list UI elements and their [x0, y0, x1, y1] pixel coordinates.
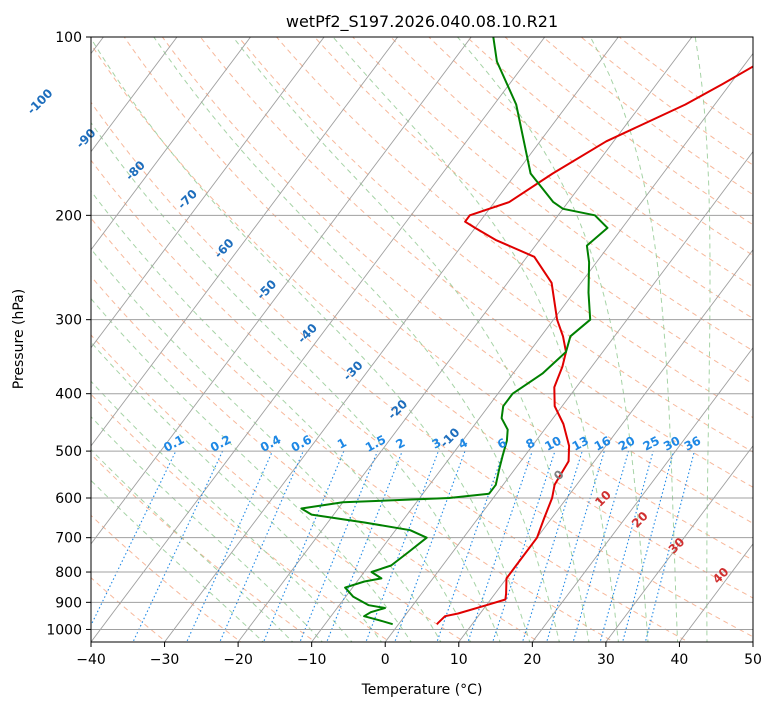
isotherm [605, 445, 753, 642]
mixing-ratio-line [262, 450, 345, 642]
mixing-ratio-line [492, 450, 556, 642]
x-tick-label: 20 [523, 652, 541, 668]
mixing-ratio-line [326, 450, 403, 642]
isotherm [91, 37, 472, 545]
y-tick-label: 200 [55, 208, 82, 224]
mixing-ratio-label: 25 [641, 433, 662, 453]
x-tick-label: 30 [597, 652, 615, 668]
mixing-ratio-label: 10 [542, 433, 563, 453]
dry-adiabat [91, 217, 615, 642]
dry-adiabat [161, 37, 753, 524]
isotherm [384, 150, 753, 642]
y-tick-label: 1000 [46, 622, 82, 638]
mixing-ratio-label: 16 [592, 433, 613, 453]
moist-adiabat [457, 37, 649, 642]
y-axis-title: Pressure (hPa) [11, 289, 27, 389]
dry-adiabat [91, 43, 753, 599]
dry-adiabat [91, 275, 541, 642]
mixing-ratio-line [599, 450, 654, 642]
dry-adiabat [618, 37, 753, 137]
x-tick-label: 0 [381, 652, 390, 668]
isotherm [311, 52, 753, 642]
y-tick-label: 600 [55, 491, 82, 507]
y-tick-label: 500 [55, 444, 82, 460]
dry-adiabat [91, 159, 690, 642]
dry-adiabat [123, 37, 753, 561]
y-tick-label: 100 [55, 30, 82, 46]
temperature-line [436, 65, 753, 625]
plot-frame [90, 36, 754, 643]
x-tick-label: 40 [671, 652, 689, 668]
dry-adiabat [91, 393, 391, 642]
isotherm [91, 37, 546, 642]
mixing-ratio-line [546, 450, 605, 642]
x-tick-label: −10 [297, 652, 327, 668]
mixing-ratio-line [644, 450, 695, 642]
dry-adiabat [91, 101, 753, 638]
dry-adiabat [466, 37, 753, 256]
isotherm [91, 37, 325, 349]
isotherm [531, 347, 753, 642]
dry-adiabat [91, 514, 242, 642]
dry-adiabat [313, 37, 753, 385]
y-tick-label: 800 [55, 565, 82, 581]
mixing-ratio-line [299, 450, 379, 642]
dry-adiabat [199, 37, 753, 488]
sounding-traces [300, 37, 753, 626]
x-tick-label: 10 [450, 652, 468, 668]
plot-area [91, 37, 753, 642]
mixing-ratio-label: 20 [616, 433, 637, 453]
dry-adiabat [275, 37, 753, 419]
x-tick-label: 50 [744, 652, 762, 668]
x-tick-label: −30 [150, 652, 180, 668]
x-tick-label: −40 [76, 652, 106, 668]
mixing-ratio-label: 30 [661, 433, 682, 453]
dry-adiabat [428, 37, 753, 288]
y-tick-label: 300 [55, 313, 82, 329]
y-tick-label: 900 [55, 595, 82, 611]
mixing-ratio-line [521, 450, 583, 642]
mixing-ratio-line [186, 450, 273, 642]
dry-adiabat [504, 37, 753, 226]
mixing-ratio-label: 13 [570, 433, 591, 453]
y-tick-label: 700 [55, 531, 82, 547]
mixing-ratio-line [365, 450, 439, 642]
mixing-ratio-label: 36 [682, 433, 703, 453]
pressure-gridlines [91, 37, 753, 630]
chart-title: wetPf2_S197.2026.040.08.10.R21 [286, 12, 558, 32]
isotherm [752, 641, 753, 642]
isotherm [163, 37, 619, 642]
moist-adiabat [332, 37, 619, 642]
moist-adiabat [153, 37, 560, 642]
dewpoint-line [300, 37, 609, 626]
axes: −40 −30 −20 −10 0 10 20 30 40 50 100 200 300 400 500 60… [46, 30, 762, 668]
dry-adiabat [91, 334, 466, 642]
isotherm [91, 37, 178, 153]
mixing-ratio-line [622, 450, 675, 642]
isotherm [237, 37, 693, 642]
x-tick-label: −20 [223, 652, 253, 668]
x-axis-title: Temperature (°C) [361, 682, 483, 698]
moist-adiabat [694, 37, 711, 642]
isotherm [91, 37, 252, 251]
y-tick-label: 400 [55, 387, 82, 403]
dry-adiabat-label: -100 [24, 86, 55, 117]
isotherm [91, 37, 399, 447]
mixing-ratio-line [572, 450, 630, 642]
moist-adiabat [91, 448, 294, 642]
moist-adiabat [589, 37, 678, 642]
dry-adiabat [237, 37, 753, 453]
moist-adiabat [91, 479, 264, 642]
